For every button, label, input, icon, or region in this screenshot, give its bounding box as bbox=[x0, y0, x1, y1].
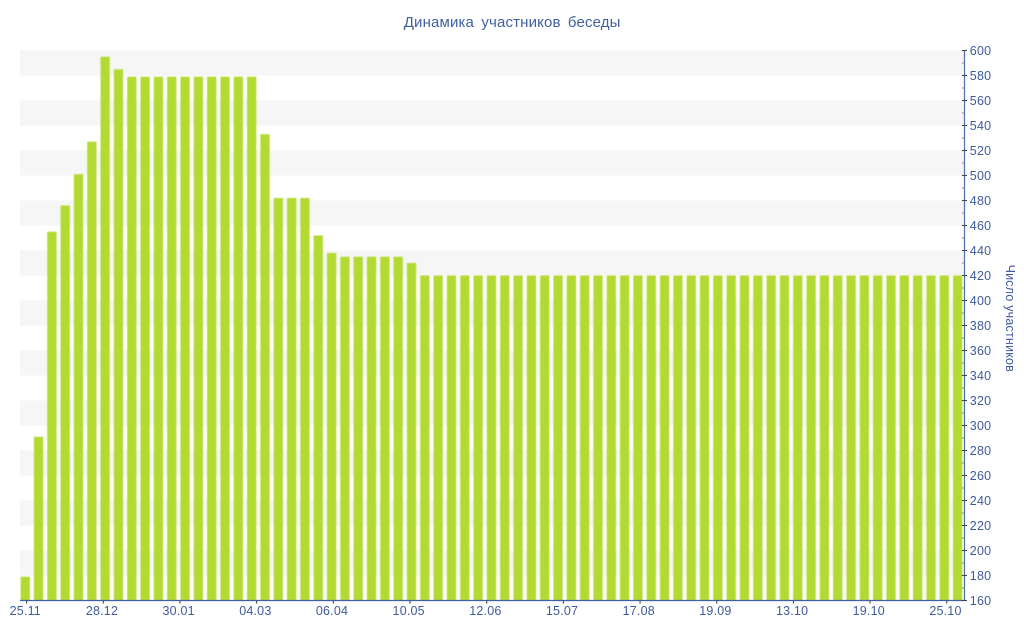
svg-text:400: 400 bbox=[970, 294, 991, 308]
svg-text:Число участников: Число участников bbox=[1003, 265, 1017, 373]
svg-text:19.10: 19.10 bbox=[853, 604, 885, 618]
svg-text:180: 180 bbox=[970, 569, 991, 583]
svg-text:540: 540 bbox=[970, 119, 991, 133]
svg-text:200: 200 bbox=[970, 544, 991, 558]
svg-text:260: 260 bbox=[970, 469, 991, 483]
svg-text:220: 220 bbox=[970, 519, 991, 533]
svg-text:25.11: 25.11 bbox=[10, 604, 41, 618]
svg-text:580: 580 bbox=[970, 69, 991, 83]
svg-text:420: 420 bbox=[970, 269, 991, 283]
svg-text:28.12: 28.12 bbox=[86, 604, 118, 618]
svg-text:360: 360 bbox=[970, 344, 991, 358]
svg-text:460: 460 bbox=[970, 219, 991, 233]
svg-text:480: 480 bbox=[970, 194, 991, 208]
svg-text:30.01: 30.01 bbox=[163, 604, 195, 618]
svg-text:380: 380 bbox=[970, 319, 991, 333]
svg-text:520: 520 bbox=[970, 144, 991, 158]
svg-text:560: 560 bbox=[970, 94, 991, 108]
svg-text:19.09: 19.09 bbox=[699, 604, 731, 618]
svg-text:Динамика участников беседы: Динамика участников беседы bbox=[404, 14, 621, 31]
svg-text:300: 300 bbox=[970, 419, 991, 433]
svg-text:280: 280 bbox=[970, 444, 991, 458]
svg-text:25.10: 25.10 bbox=[929, 604, 961, 618]
svg-text:320: 320 bbox=[970, 394, 991, 408]
svg-text:13.10: 13.10 bbox=[776, 604, 808, 618]
svg-text:15.07: 15.07 bbox=[546, 604, 578, 618]
svg-text:340: 340 bbox=[970, 369, 991, 383]
svg-text:600: 600 bbox=[970, 44, 991, 58]
svg-text:17.08: 17.08 bbox=[623, 604, 655, 618]
svg-text:500: 500 bbox=[970, 169, 991, 183]
svg-text:12.06: 12.06 bbox=[469, 604, 501, 618]
svg-text:440: 440 bbox=[970, 244, 991, 258]
svg-text:160: 160 bbox=[970, 594, 991, 608]
svg-text:04.03: 04.03 bbox=[239, 604, 271, 618]
svg-text:10.05: 10.05 bbox=[393, 604, 425, 618]
svg-text:240: 240 bbox=[970, 494, 991, 508]
svg-text:06.04: 06.04 bbox=[316, 604, 348, 618]
